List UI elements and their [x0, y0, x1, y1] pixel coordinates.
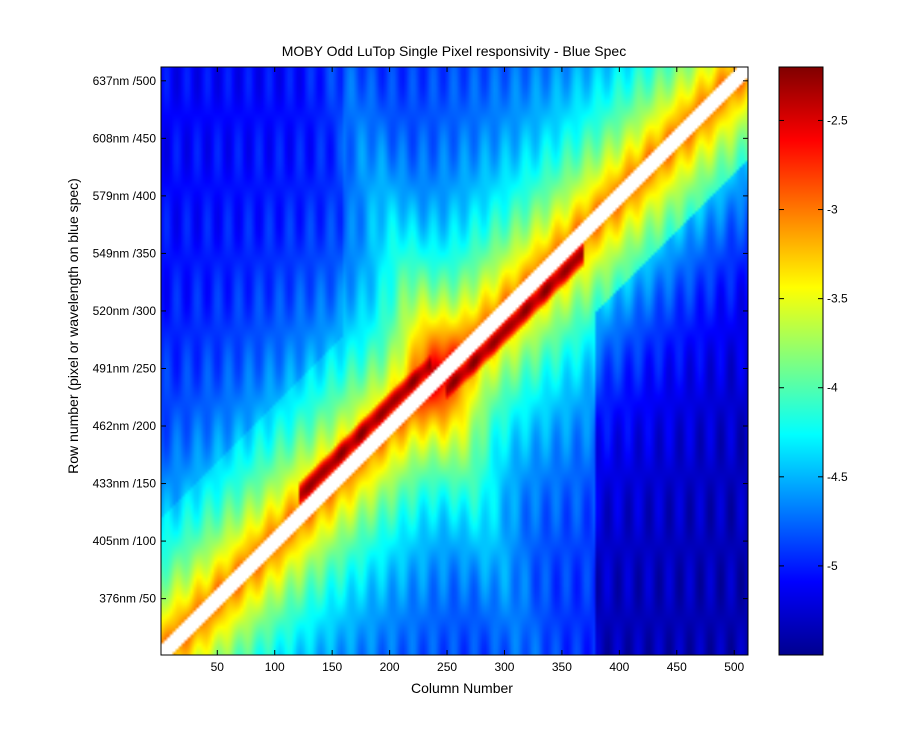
colorbar-tick-label: -3 — [827, 203, 838, 217]
x-tick-label: 450 — [667, 660, 687, 674]
y-tick-label: 433nm /150 — [93, 477, 157, 491]
y-tick-label: 637nm /500 — [93, 74, 157, 88]
y-axis-label: Row number (pixel or wavelength on blue … — [65, 178, 81, 474]
y-tick-label: 491nm /250 — [93, 361, 157, 375]
x-tick-label: 50 — [211, 660, 225, 674]
y-tick-label: 376nm /50 — [99, 592, 156, 606]
colorbar-tick-label: -4.5 — [827, 470, 848, 484]
y-tick-label: 579nm /400 — [93, 189, 157, 203]
colorbar-ticks: -2.5 -3 -3.5 -4 -4.5 -5 — [779, 113, 848, 573]
x-tick-label: 350 — [552, 660, 572, 674]
x-axis-label: Column Number — [411, 680, 513, 696]
chart-title: MOBY Odd LuTop Single Pixel responsivity… — [282, 43, 626, 59]
heatmap-area — [161, 67, 748, 655]
y-axis: 376nm /50 405nm /100 433nm /150 462nm /200 4… — [93, 74, 748, 606]
y-tick-label: 608nm /450 — [93, 131, 157, 145]
y-tick-label: 520nm /300 — [93, 304, 157, 318]
x-tick-label: 300 — [494, 660, 514, 674]
x-tick-label: 200 — [380, 660, 400, 674]
x-tick-label: 500 — [724, 660, 744, 674]
plot-frame — [160, 66, 749, 656]
colorbar-tick-label: -4 — [827, 381, 838, 395]
x-tick-label: 150 — [322, 660, 342, 674]
colorbar-tick-label: -5 — [827, 559, 838, 573]
y-tick-label: 405nm /100 — [93, 534, 157, 548]
colorbar — [778, 66, 824, 656]
x-tick-label: 100 — [265, 660, 285, 674]
colorbar-tick-label: -2.5 — [827, 113, 848, 127]
x-tick-label: 400 — [609, 660, 629, 674]
y-tick-label: 549nm /350 — [93, 246, 157, 260]
y-tick-label: 462nm /200 — [93, 419, 157, 433]
colorbar-tick-label: -3.5 — [827, 292, 848, 306]
heatmap-image — [161, 67, 748, 655]
x-axis: 50 100 150 200 250 300 350 400 450 500 — [211, 67, 745, 674]
x-tick-label: 250 — [437, 660, 457, 674]
